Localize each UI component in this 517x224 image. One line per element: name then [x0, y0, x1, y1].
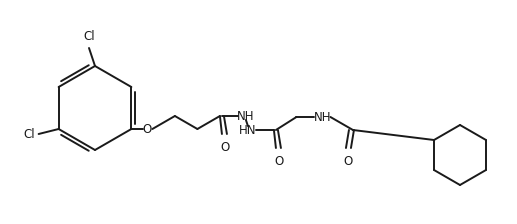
Text: Cl: Cl [83, 30, 95, 43]
Text: NH: NH [237, 110, 255, 123]
Text: HN: HN [239, 123, 256, 136]
Text: Cl: Cl [23, 127, 35, 140]
Text: O: O [220, 141, 230, 154]
Text: O: O [343, 155, 353, 168]
Text: O: O [275, 155, 283, 168]
Text: O: O [143, 123, 152, 136]
Text: NH: NH [314, 110, 331, 123]
